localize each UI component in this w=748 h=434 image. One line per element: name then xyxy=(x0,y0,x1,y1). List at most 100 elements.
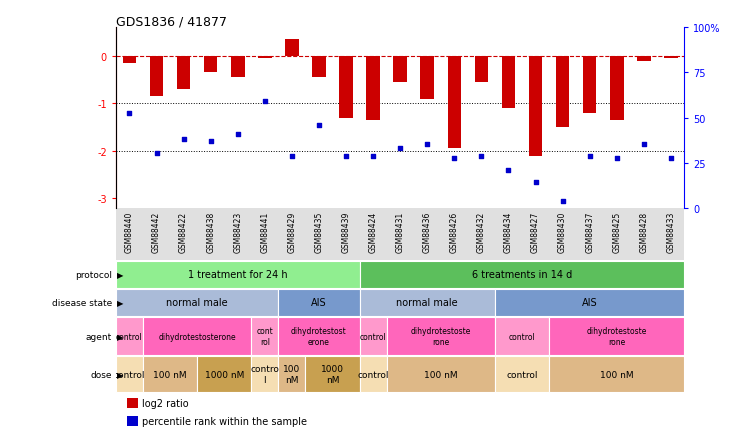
Bar xyxy=(549,318,684,355)
Text: GSM88429: GSM88429 xyxy=(287,211,296,252)
Bar xyxy=(447,57,461,149)
Text: control: control xyxy=(506,370,538,379)
Bar xyxy=(502,57,515,109)
Text: ▶: ▶ xyxy=(117,270,124,279)
Bar xyxy=(197,357,251,392)
Text: ▶: ▶ xyxy=(117,370,124,379)
Bar xyxy=(251,318,278,355)
Text: 1 treatment for 24 h: 1 treatment for 24 h xyxy=(188,270,287,279)
Bar xyxy=(420,57,434,99)
Text: GSM88433: GSM88433 xyxy=(666,211,675,252)
Bar xyxy=(251,357,278,392)
Text: control: control xyxy=(116,332,143,341)
Text: 100 nM: 100 nM xyxy=(600,370,634,379)
Point xyxy=(313,122,325,129)
Text: GSM88427: GSM88427 xyxy=(531,211,540,252)
Text: GSM88425: GSM88425 xyxy=(613,211,622,252)
Point xyxy=(421,141,433,148)
Point xyxy=(340,153,352,160)
Text: ▶: ▶ xyxy=(117,332,124,341)
Point xyxy=(476,153,488,160)
Text: log2 ratio: log2 ratio xyxy=(141,398,188,408)
Point xyxy=(638,141,650,148)
Text: 6 treatments in 14 d: 6 treatments in 14 d xyxy=(472,270,572,279)
Bar xyxy=(305,357,360,392)
Bar xyxy=(116,318,143,355)
Bar xyxy=(495,357,549,392)
Text: dihydrotestoste
rone: dihydrotestoste rone xyxy=(586,327,647,346)
Text: GSM88437: GSM88437 xyxy=(585,211,594,252)
Bar xyxy=(393,57,407,83)
Point xyxy=(232,132,244,138)
Bar xyxy=(367,57,380,121)
Text: disease state: disease state xyxy=(52,298,112,307)
Point xyxy=(367,153,379,160)
Bar xyxy=(127,416,138,426)
Point xyxy=(205,138,217,145)
Text: 1000 nM: 1000 nM xyxy=(204,370,244,379)
Bar xyxy=(143,318,251,355)
Bar xyxy=(127,398,138,408)
Text: GSM88440: GSM88440 xyxy=(125,211,134,252)
Bar xyxy=(360,357,387,392)
Text: GSM88441: GSM88441 xyxy=(260,211,269,252)
Bar xyxy=(340,57,353,118)
Text: GSM88431: GSM88431 xyxy=(396,211,405,252)
Text: control: control xyxy=(509,332,536,341)
Bar xyxy=(278,357,305,392)
Bar xyxy=(312,57,325,78)
Point xyxy=(150,150,162,157)
Text: GSM88434: GSM88434 xyxy=(504,211,513,252)
Bar xyxy=(177,57,191,90)
Text: GSM88430: GSM88430 xyxy=(558,211,567,252)
Text: control: control xyxy=(358,370,389,379)
Text: GSM88432: GSM88432 xyxy=(477,211,486,252)
Text: dihydrotestosterone: dihydrotestosterone xyxy=(159,332,236,341)
Text: dihydrotestoste
rone: dihydrotestoste rone xyxy=(411,327,471,346)
Bar xyxy=(278,289,360,316)
Bar xyxy=(637,57,651,61)
Bar xyxy=(116,357,143,392)
Text: GSM88423: GSM88423 xyxy=(233,211,242,252)
Text: agent: agent xyxy=(86,332,112,341)
Bar xyxy=(360,318,387,355)
Text: 100 nM: 100 nM xyxy=(424,370,458,379)
Bar xyxy=(495,318,549,355)
Text: contro
l: contro l xyxy=(251,365,279,384)
Text: GSM88438: GSM88438 xyxy=(206,211,215,252)
Bar xyxy=(116,261,360,288)
Point xyxy=(286,153,298,160)
Point xyxy=(259,98,271,105)
Bar xyxy=(231,57,245,78)
Bar xyxy=(360,261,684,288)
Bar xyxy=(610,57,624,121)
Point xyxy=(665,155,677,162)
Point xyxy=(448,155,460,162)
Bar xyxy=(285,40,298,57)
Bar xyxy=(278,318,360,355)
Text: 1000
nM: 1000 nM xyxy=(321,365,344,384)
Point xyxy=(177,136,189,143)
Text: 100
nM: 100 nM xyxy=(283,365,301,384)
Text: normal male: normal male xyxy=(166,298,228,308)
Text: percentile rank within the sample: percentile rank within the sample xyxy=(141,416,307,426)
Text: GDS1836 / 41877: GDS1836 / 41877 xyxy=(116,15,227,28)
Text: normal male: normal male xyxy=(396,298,458,308)
Text: GSM88422: GSM88422 xyxy=(179,211,188,252)
Text: GSM88426: GSM88426 xyxy=(450,211,459,252)
Text: GSM88436: GSM88436 xyxy=(423,211,432,252)
Text: GSM88424: GSM88424 xyxy=(369,211,378,252)
Text: AIS: AIS xyxy=(582,298,598,308)
Text: protocol: protocol xyxy=(76,270,112,279)
Bar xyxy=(529,57,542,156)
Point xyxy=(123,110,135,117)
Point xyxy=(583,153,595,160)
Point xyxy=(530,179,542,186)
Point xyxy=(557,198,568,205)
Text: control: control xyxy=(360,332,387,341)
Point xyxy=(611,155,623,162)
Bar xyxy=(583,57,596,114)
Bar xyxy=(150,57,163,97)
Text: cont
rol: cont rol xyxy=(257,327,273,346)
Point xyxy=(503,167,515,174)
